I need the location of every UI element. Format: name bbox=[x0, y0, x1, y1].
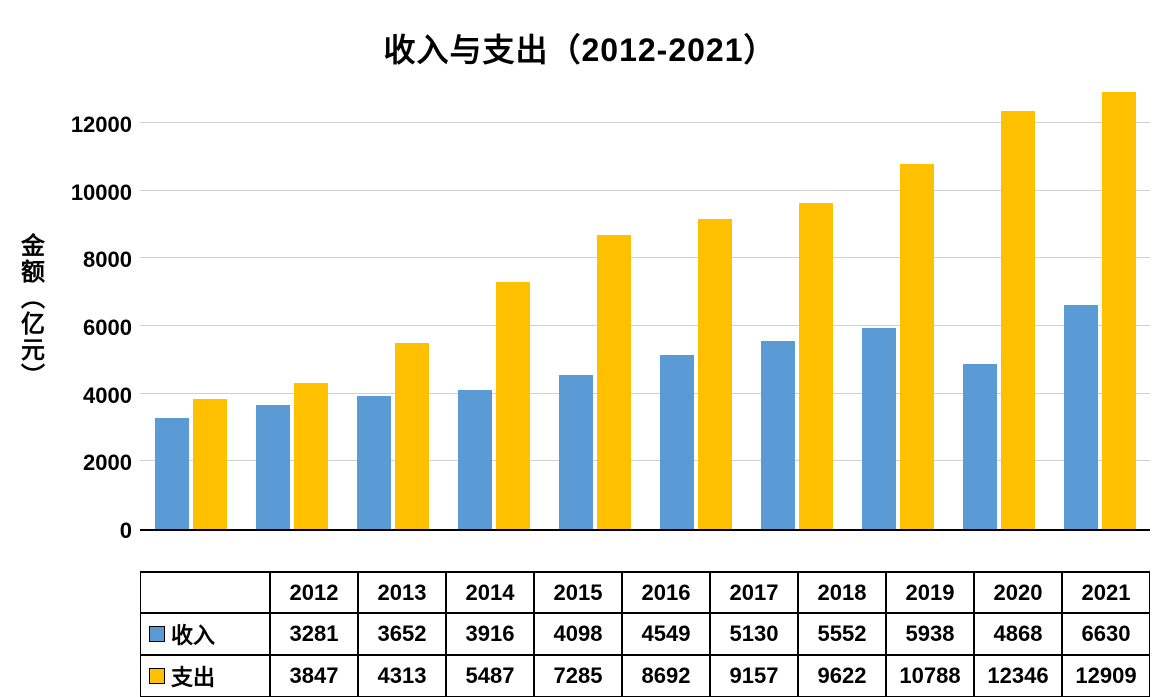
y-tick-label: 8000 bbox=[52, 247, 132, 273]
y-tick-label: 0 bbox=[52, 518, 132, 544]
table-col: 201540987285 bbox=[534, 571, 622, 697]
bar-group bbox=[342, 91, 443, 529]
table-header-cell: 2016 bbox=[622, 571, 710, 613]
bar-group bbox=[140, 91, 241, 529]
table-value-cell: 5552 bbox=[798, 613, 886, 655]
bar bbox=[1064, 305, 1098, 529]
table-value-cell: 8692 bbox=[622, 655, 710, 697]
bar-group bbox=[746, 91, 847, 529]
bar bbox=[496, 282, 530, 529]
y-tick-label: 12000 bbox=[52, 112, 132, 138]
table-value-cell: 5130 bbox=[710, 613, 798, 655]
legend-swatch bbox=[149, 668, 165, 684]
chart-title: 收入与支出（2012-2021） bbox=[10, 25, 1150, 71]
table-col: 201336524313 bbox=[358, 571, 446, 697]
y-axis-ticks: 020004000600080001000012000 bbox=[50, 91, 140, 531]
table-value-cell: 10788 bbox=[886, 655, 974, 697]
bars-row bbox=[140, 91, 1150, 529]
bar bbox=[1102, 92, 1136, 529]
legend-label: 支出 bbox=[171, 660, 215, 692]
table-value-cell: 9157 bbox=[710, 655, 798, 697]
bar-group bbox=[1049, 91, 1150, 529]
table-col: 201232813847 bbox=[270, 571, 358, 697]
table-value-cell: 4313 bbox=[358, 655, 446, 697]
table-value-cell: 12346 bbox=[974, 655, 1062, 697]
table-header-cell: 2020 bbox=[974, 571, 1062, 613]
bar bbox=[395, 343, 429, 529]
bar bbox=[660, 355, 694, 529]
legend-cell: 收入 bbox=[140, 613, 270, 655]
y-axis-label: 金额（亿元） bbox=[10, 91, 50, 531]
table-col: 2019593810788 bbox=[886, 571, 974, 697]
table-value-cell: 5487 bbox=[446, 655, 534, 697]
bar bbox=[357, 396, 391, 529]
table-header-cell: 2013 bbox=[358, 571, 446, 613]
bar-group bbox=[443, 91, 544, 529]
bar bbox=[761, 341, 795, 529]
chart-body: 金额（亿元） 0 2000 4000 6000 8000 10000 12000 bbox=[10, 91, 1150, 571]
bar bbox=[294, 383, 328, 529]
table-col: 201645498692 bbox=[622, 571, 710, 697]
legend-label: 收入 bbox=[171, 618, 215, 650]
bar-group bbox=[948, 91, 1049, 529]
table-value-cell: 7285 bbox=[534, 655, 622, 697]
y-tick-label: 6000 bbox=[52, 315, 132, 341]
table-header-cell: 2012 bbox=[270, 571, 358, 613]
table-col: 2020486812346 bbox=[974, 571, 1062, 697]
bar bbox=[862, 328, 896, 529]
table-value-cell: 3847 bbox=[270, 655, 358, 697]
bar bbox=[256, 405, 290, 529]
plot-area bbox=[140, 91, 1150, 531]
table-value-cell: 3281 bbox=[270, 613, 358, 655]
table-value-cell: 5938 bbox=[886, 613, 974, 655]
legend-swatch bbox=[149, 626, 165, 642]
bar bbox=[799, 203, 833, 529]
table-header-cell: 2018 bbox=[798, 571, 886, 613]
table-header-cell: 2019 bbox=[886, 571, 974, 613]
bar bbox=[698, 219, 732, 529]
y-tick-label: 10000 bbox=[52, 180, 132, 206]
y-tick-label: 4000 bbox=[52, 383, 132, 409]
y-tick-label: 2000 bbox=[52, 450, 132, 476]
table-value-cell: 4868 bbox=[974, 613, 1062, 655]
table-col: 201751309157 bbox=[710, 571, 798, 697]
table-header-cell: 2015 bbox=[534, 571, 622, 613]
bar bbox=[155, 418, 189, 529]
bar-group bbox=[847, 91, 948, 529]
table-value-cell: 3652 bbox=[358, 613, 446, 655]
bar bbox=[900, 164, 934, 529]
bar bbox=[597, 235, 631, 529]
table-value-cell: 4549 bbox=[622, 613, 710, 655]
bar bbox=[1001, 111, 1035, 529]
table-value-cell: 9622 bbox=[798, 655, 886, 697]
bar bbox=[559, 375, 593, 529]
bar bbox=[193, 399, 227, 529]
table-header-cell: 2014 bbox=[446, 571, 534, 613]
bar-group bbox=[544, 91, 645, 529]
table-value-cell: 12909 bbox=[1062, 655, 1150, 697]
table-corner-cell bbox=[140, 571, 270, 613]
table-col: 201855529622 bbox=[798, 571, 886, 697]
chart-container: 收入与支出（2012-2021） 金额（亿元） 0 2000 4000 6000 800… bbox=[0, 0, 1170, 688]
table-header-cell: 2021 bbox=[1062, 571, 1150, 613]
plot-and-table bbox=[140, 91, 1150, 571]
table-value-cell: 6630 bbox=[1062, 613, 1150, 655]
bar bbox=[963, 364, 997, 529]
table-col: 201439165487 bbox=[446, 571, 534, 697]
data-table: 收入支出 20123281384720133652431320143916548… bbox=[140, 571, 1150, 697]
table-value-cell: 4098 bbox=[534, 613, 622, 655]
bar-group bbox=[645, 91, 746, 529]
table-columns: 2012328138472013365243132014391654872015… bbox=[270, 571, 1150, 697]
table-value-cell: 3916 bbox=[446, 613, 534, 655]
legend-column: 收入支出 bbox=[140, 571, 270, 697]
table-header-cell: 2017 bbox=[710, 571, 798, 613]
legend-cell: 支出 bbox=[140, 655, 270, 697]
bar-group bbox=[241, 91, 342, 529]
bar bbox=[458, 390, 492, 529]
table-col: 2021663012909 bbox=[1062, 571, 1150, 697]
